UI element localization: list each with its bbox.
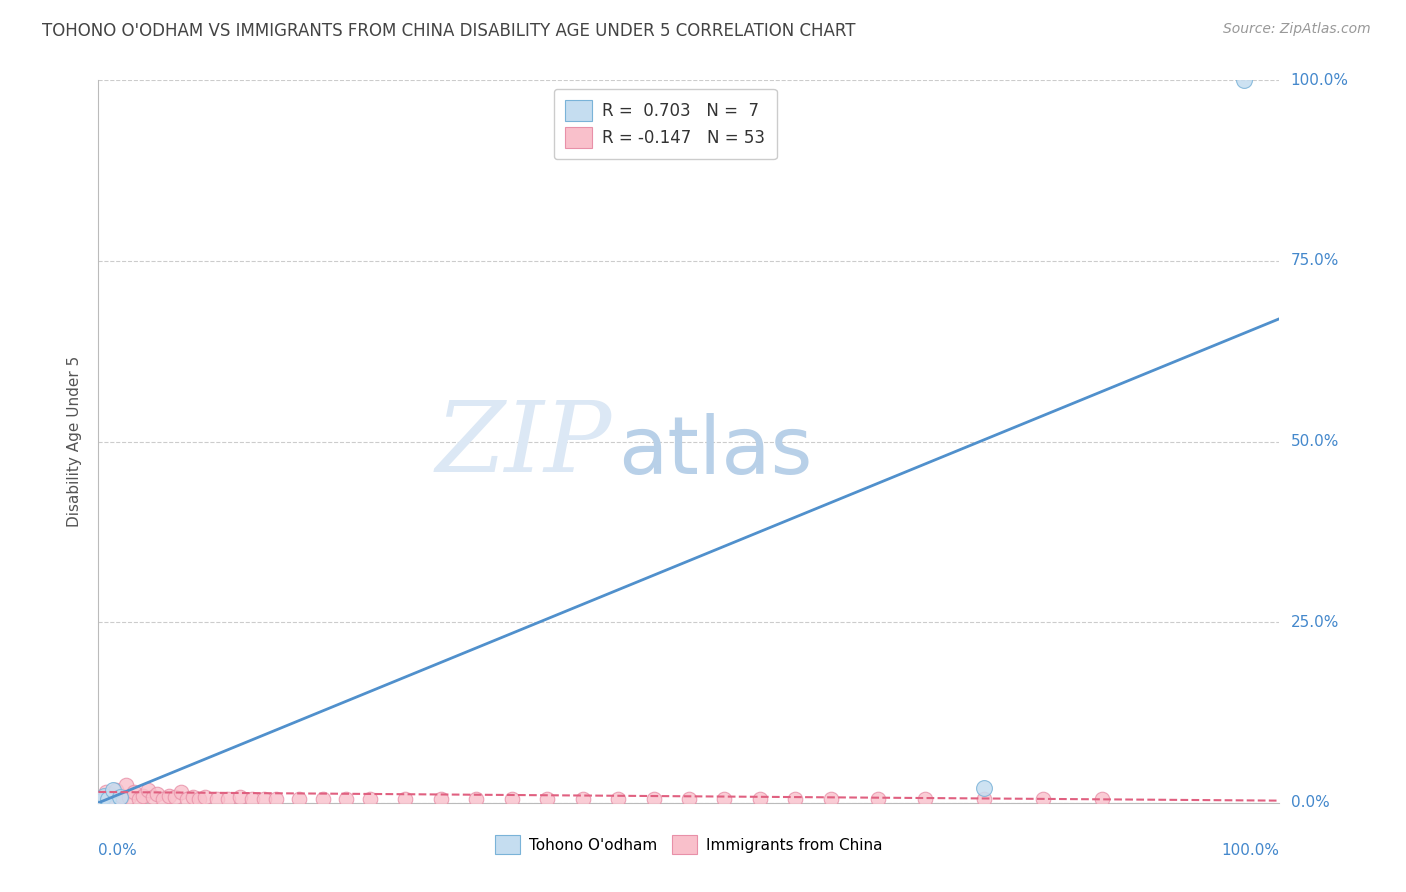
Point	[152, 792, 174, 806]
Point	[394, 792, 416, 806]
Point	[111, 789, 134, 803]
Point	[97, 792, 120, 806]
Text: 25.0%: 25.0%	[1291, 615, 1339, 630]
Point	[194, 790, 217, 805]
Text: atlas: atlas	[619, 413, 813, 491]
Point	[288, 792, 311, 806]
Point	[359, 792, 381, 806]
Point	[678, 792, 700, 806]
Text: 100.0%: 100.0%	[1222, 843, 1279, 857]
Text: 75.0%: 75.0%	[1291, 253, 1339, 268]
Text: 0.0%: 0.0%	[98, 843, 138, 857]
Point	[132, 789, 155, 803]
Point	[866, 792, 889, 806]
Point	[176, 792, 198, 806]
Point	[571, 792, 593, 806]
Point	[713, 792, 735, 806]
Text: 0.0%: 0.0%	[1291, 796, 1329, 810]
Point	[607, 792, 630, 806]
Text: ZIP: ZIP	[436, 398, 612, 492]
Point	[157, 789, 180, 803]
Point	[643, 792, 665, 806]
Point	[165, 790, 187, 805]
Legend: Tohono O'odham, Immigrants from China: Tohono O'odham, Immigrants from China	[489, 830, 889, 860]
Point	[90, 794, 112, 808]
Point	[108, 790, 131, 805]
Point	[536, 792, 558, 806]
Point	[1091, 792, 1114, 806]
Point	[94, 785, 117, 799]
Point	[98, 787, 121, 801]
Point	[170, 785, 193, 799]
Point	[229, 790, 252, 805]
Point	[122, 785, 145, 799]
Point	[820, 792, 842, 806]
Point	[93, 789, 115, 803]
Point	[146, 787, 169, 801]
Point	[1233, 73, 1256, 87]
Point	[108, 792, 131, 806]
Point	[101, 790, 124, 805]
Point	[973, 792, 995, 806]
Point	[91, 789, 114, 803]
Point	[187, 792, 209, 806]
Point	[240, 792, 263, 806]
Point	[253, 792, 276, 806]
Text: 50.0%: 50.0%	[1291, 434, 1339, 449]
Point	[205, 792, 228, 806]
Point	[430, 792, 453, 806]
Point	[217, 792, 239, 806]
Point	[312, 792, 335, 806]
Point	[335, 792, 357, 806]
Point	[501, 792, 523, 806]
Point	[128, 792, 150, 806]
Point	[97, 792, 120, 806]
Text: Source: ZipAtlas.com: Source: ZipAtlas.com	[1223, 22, 1371, 37]
Point	[914, 792, 936, 806]
Y-axis label: Disability Age Under 5: Disability Age Under 5	[67, 356, 83, 527]
Point	[105, 782, 128, 797]
Point	[1032, 792, 1054, 806]
Point	[748, 792, 770, 806]
Point	[90, 792, 112, 806]
Point	[181, 790, 204, 805]
Point	[101, 782, 124, 797]
Point	[264, 792, 287, 806]
Point	[142, 790, 165, 805]
Text: 100.0%: 100.0%	[1291, 73, 1348, 87]
Point	[973, 781, 995, 796]
Point	[114, 778, 136, 792]
Point	[136, 782, 159, 797]
Text: TOHONO O'ODHAM VS IMMIGRANTS FROM CHINA DISABILITY AGE UNDER 5 CORRELATION CHART: TOHONO O'ODHAM VS IMMIGRANTS FROM CHINA …	[42, 22, 856, 40]
Point	[465, 792, 488, 806]
Point	[785, 792, 807, 806]
Point	[118, 790, 141, 805]
